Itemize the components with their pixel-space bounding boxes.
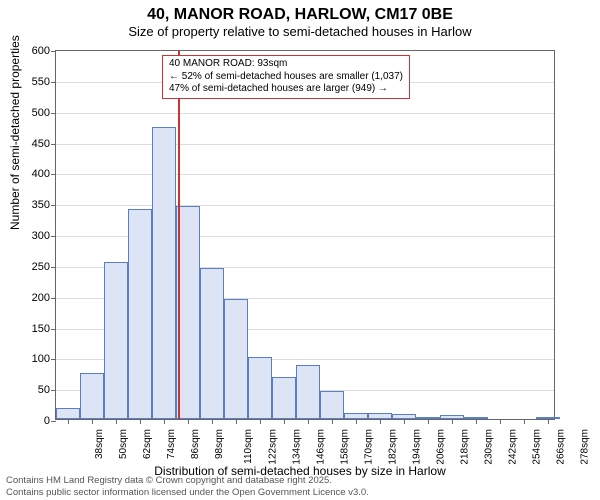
x-tick [164,419,165,424]
footer-attribution: Contains HM Land Registry data © Crown c… [6,475,369,498]
x-tick [260,419,261,424]
y-tick [51,205,56,206]
x-tick-label: 98sqm [214,429,225,459]
grid-line [56,113,554,114]
y-tick [51,82,56,83]
x-tick [452,419,453,424]
callout-larger-pct: 47% of semi-detached houses are larger (… [169,83,403,96]
y-tick-label: 150 [20,323,50,335]
y-tick-label: 600 [20,45,50,57]
x-tick [476,419,477,424]
grid-line [56,174,554,175]
histogram-bar [104,262,128,419]
y-tick [51,144,56,145]
histogram-bar [320,391,344,419]
y-tick [51,298,56,299]
x-tick [500,419,501,424]
x-tick [380,419,381,424]
x-tick-label: 122sqm [268,429,279,465]
x-tick-label: 182sqm [388,429,399,465]
x-tick-label: 50sqm [118,429,129,459]
histogram-bar [152,127,176,419]
grid-line [56,144,554,145]
histogram-chart: 05010015020025030035040045050055060038sq… [55,50,555,420]
histogram-bar [272,377,296,419]
y-tick [51,421,56,422]
x-tick-label: 74sqm [166,429,177,459]
x-tick [308,419,309,424]
x-tick [428,419,429,424]
histogram-bar [80,373,104,419]
histogram-bar [224,299,248,419]
x-tick [188,419,189,424]
y-tick [51,51,56,52]
x-tick-label: 230sqm [484,429,495,465]
chart-subtitle: Size of property relative to semi-detach… [0,24,600,39]
y-tick [51,267,56,268]
property-marker-line [178,51,180,419]
y-tick-label: 0 [20,415,50,427]
x-tick-label: 254sqm [532,429,543,465]
y-tick-label: 500 [20,107,50,119]
y-tick-label: 300 [20,230,50,242]
x-tick [356,419,357,424]
address-title: 40, MANOR ROAD, HARLOW, CM17 0BE [0,6,600,24]
histogram-bar [56,408,80,419]
y-tick [51,236,56,237]
histogram-bar [200,268,224,419]
y-tick [51,113,56,114]
y-tick-label: 550 [20,76,50,88]
x-tick-label: 242sqm [508,429,519,465]
x-tick-label: 158sqm [340,429,351,465]
y-tick [51,329,56,330]
x-tick [524,419,525,424]
y-tick-label: 450 [20,138,50,150]
histogram-bar [296,365,320,419]
x-tick [284,419,285,424]
x-tick-label: 146sqm [316,429,327,465]
footer-line1: Contains HM Land Registry data © Crown c… [6,475,369,486]
x-tick [332,419,333,424]
x-tick-label: 278sqm [580,429,591,465]
x-tick [404,419,405,424]
footer-line2: Contains public sector information licen… [6,487,369,498]
y-tick-label: 100 [20,353,50,365]
callout-property-size: 40 MANOR ROAD: 93sqm [169,58,403,71]
x-tick-label: 218sqm [460,429,471,465]
plot-area: 05010015020025030035040045050055060038sq… [55,50,555,420]
x-tick-label: 110sqm [243,429,254,464]
y-tick-label: 400 [20,168,50,180]
x-tick-label: 62sqm [142,429,153,459]
x-tick-label: 134sqm [292,429,303,465]
x-tick-label: 170sqm [364,429,375,465]
x-tick [548,419,549,424]
x-tick [212,419,213,424]
histogram-bar [128,209,152,419]
x-tick [92,419,93,424]
y-tick [51,359,56,360]
grid-line [56,205,554,206]
x-tick-label: 86sqm [190,429,201,459]
y-tick [51,174,56,175]
y-tick-label: 50 [20,384,50,396]
marker-callout: 40 MANOR ROAD: 93sqm ← 52% of semi-detac… [162,55,410,99]
y-tick-label: 350 [20,199,50,211]
histogram-bar [248,357,272,419]
callout-smaller-pct: ← 52% of semi-detached houses are smalle… [169,71,403,84]
x-tick [236,419,237,424]
x-tick-label: 206sqm [436,429,447,465]
x-tick-label: 194sqm [412,429,423,465]
x-tick [116,419,117,424]
x-tick-label: 38sqm [94,429,105,459]
x-tick-label: 266sqm [556,429,567,465]
x-tick [68,419,69,424]
y-tick-label: 250 [20,261,50,273]
y-tick-label: 200 [20,292,50,304]
y-tick [51,390,56,391]
x-tick [140,419,141,424]
